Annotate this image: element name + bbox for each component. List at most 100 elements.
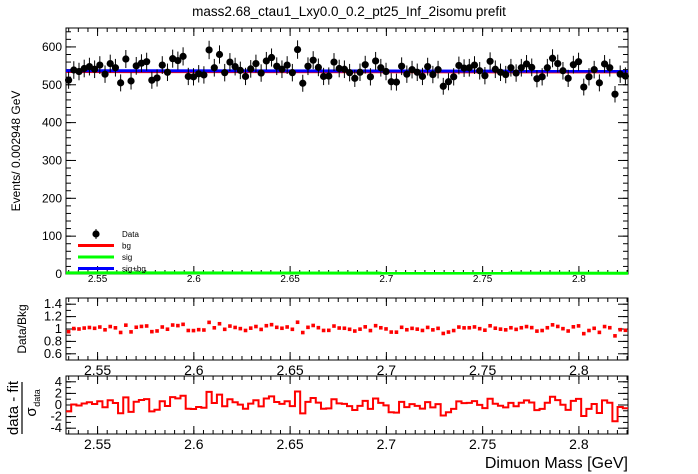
legend-label-bg: bg (122, 242, 131, 251)
main-x-tick-label: 2.55 (88, 274, 108, 285)
data-point (340, 65, 348, 73)
data-point (189, 73, 198, 81)
ratio-y-tick-label: 1.2 (44, 309, 62, 324)
data-point (174, 56, 182, 65)
data-point (117, 79, 125, 87)
data-point (392, 78, 401, 86)
main-y-axis-label: Events/ 0.002948 GeV (9, 91, 23, 212)
data-point (590, 66, 598, 74)
data-point (267, 53, 276, 62)
data-point (184, 72, 192, 81)
data-point (522, 60, 531, 68)
ratio-point (82, 326, 87, 330)
main-x-tick-label: 2.7 (379, 274, 393, 285)
data-point (439, 82, 447, 90)
data-point (595, 79, 603, 87)
ratio-point (92, 326, 97, 331)
ratio-point (212, 326, 217, 330)
ratio-point (326, 328, 331, 333)
ratio-point (77, 327, 81, 331)
main-y-tick-label: 0 (55, 267, 62, 281)
ratio-point (394, 330, 399, 334)
ratio-x-tick-label: 2.6 (184, 362, 204, 378)
ratio-point (545, 325, 550, 330)
ratio-point (217, 321, 222, 326)
data-point (548, 54, 557, 62)
data-point (293, 45, 302, 54)
ratio-point (607, 325, 612, 330)
main-y-tick-label: 600 (42, 40, 62, 54)
ratio-x-tick-label: 2.55 (84, 362, 111, 378)
ratio-point (264, 323, 269, 328)
data-point (470, 61, 479, 69)
data-point (101, 70, 109, 78)
ratio-point (155, 329, 159, 333)
legend-label-sig-plus-bg: sig+bg (122, 265, 146, 274)
data-point (486, 57, 494, 65)
data-point (444, 78, 453, 86)
pull-y-axis-label: data - fit σ data (5, 380, 42, 435)
data-point (564, 74, 572, 82)
ratio-point (493, 326, 498, 331)
data-point (330, 58, 338, 66)
ratio-point (431, 328, 435, 332)
main-x-tick-label: 2.8 (572, 274, 586, 285)
data-point (153, 74, 161, 82)
data-point (398, 62, 406, 70)
main-panel: 0 100 200 300 400 500 600 2.55 2.6 2.65 2.7 2.75 2.… (9, 27, 629, 285)
data-point (387, 78, 395, 86)
ratio-x-tick-label: 2.75 (469, 362, 496, 378)
ratio-point (290, 327, 295, 332)
ratio-x-tick-label: 2.7 (377, 362, 397, 378)
ratio-point (321, 328, 326, 333)
pull-y-tick-label: -4 (50, 420, 62, 435)
ratio-point (358, 327, 362, 331)
data-point (418, 72, 427, 81)
ratio-point (363, 325, 368, 329)
ratio-point (191, 328, 196, 333)
data-point (288, 69, 296, 77)
pull-x-tick-label: 2.8 (569, 436, 589, 452)
data-point (606, 64, 614, 72)
data-point (361, 61, 369, 69)
pull-x-tick-label: 2.6 (184, 436, 204, 452)
data-point (252, 59, 260, 68)
ratio-point (129, 330, 133, 334)
ratio-point (170, 323, 175, 327)
data-point (372, 57, 380, 65)
ratio-point (384, 327, 388, 331)
legend-label-data: Data (122, 230, 139, 239)
ratio-y-tick-label: 1 (55, 321, 62, 336)
ratio-point (373, 323, 378, 328)
data-point (314, 63, 322, 71)
main-y-tick-label: 300 (42, 153, 62, 167)
ratio-point (618, 327, 622, 332)
main-y-tick-label: 200 (42, 191, 62, 205)
data-point (538, 73, 546, 81)
data-point (476, 67, 484, 75)
data-point (262, 57, 270, 65)
pull-y-tick-label: -2 (50, 409, 62, 424)
legend: Data bg sig sig+bg (78, 229, 146, 274)
data-point (158, 61, 166, 69)
ratio-point (581, 331, 586, 336)
main-y-tick-label: 100 (42, 229, 62, 243)
data-point (241, 72, 250, 81)
ratio-point (160, 325, 165, 329)
ratio-point (477, 326, 482, 331)
ratio-point (623, 328, 628, 333)
data-point (236, 66, 244, 74)
ratio-point (399, 325, 404, 330)
main-frame (65, 27, 629, 275)
data-point (106, 59, 114, 68)
ratio-point (332, 324, 336, 328)
ratio-point (181, 322, 185, 327)
data-point (351, 74, 359, 82)
data-point (283, 61, 291, 69)
ratio-point (613, 334, 617, 338)
data-point (278, 65, 286, 73)
data-point (257, 69, 265, 77)
ratio-point (108, 324, 113, 329)
data-point (299, 79, 307, 87)
pull-x-tick-label: 2.65 (276, 436, 303, 452)
